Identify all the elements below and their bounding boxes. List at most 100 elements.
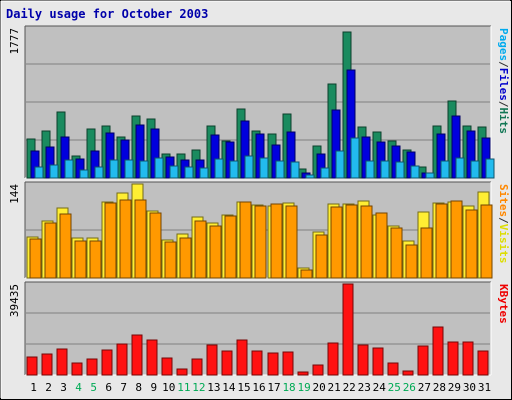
bar-sites-day-27 [420,227,433,279]
panel-visits_sites: 144 Sites/Visits [8,181,510,279]
x-tick-label: 16 [252,381,265,394]
bar-sites-day-8 [134,199,147,279]
bar-sites-day-10 [164,241,177,279]
bar-sites-day-9 [149,212,162,279]
series-kbytes [26,283,489,376]
bar-sites-day-31 [480,204,493,279]
bar-kbytes-day-10 [161,357,173,376]
x-axis-labels: 1 2 3 4 5 6 7 8 9 10 11 12 13 14 15 16 17 18 19 20 21 22 23 24 2… [30,381,491,394]
legend-label-part: Hits [497,108,510,135]
bar-sites-day-12 [194,220,207,279]
x-tick-label: 1 [30,381,37,394]
bar-sites-day-20 [315,234,328,279]
x-tick-label: 8 [135,381,142,394]
bar-sites-day-30 [465,209,478,279]
bar-kbytes-day-20 [312,364,324,376]
x-tick-label: 26 [403,381,416,394]
bar-pages-day-6 [109,159,119,179]
bar-kbytes-day-6 [101,349,113,376]
bar-pages-day-11 [184,166,194,179]
bar-pages-day-2 [49,164,59,179]
x-tick-label: 9 [150,381,157,394]
legend-label-part: Sites [497,184,510,217]
bar-kbytes-day-5 [86,358,98,376]
x-tick-label: 22 [343,381,356,394]
x-tick-label: 3 [60,381,67,394]
x-tick-label: 5 [90,381,97,394]
bar-kbytes-day-19 [297,371,309,376]
legend-label-part: Files [497,68,510,101]
legend-label-part: KBytes [497,284,510,324]
legend-label: Pages/Files/Hits [497,28,510,134]
legend-label: KBytes [497,284,510,324]
bar-pages-day-20 [320,167,330,179]
x-tick-label: 30 [463,381,476,394]
x-tick-label: 28 [433,381,446,394]
x-tick-label: 7 [120,381,127,394]
panel-hits_files_pages: 1777 Pages/Files/Hits [8,25,510,179]
bar-kbytes-day-21 [327,342,339,376]
x-tick-label: 23 [358,381,371,394]
bar-sites-day-29 [450,200,463,279]
bar-pages-day-13 [214,158,224,179]
bar-sites-day-3 [59,213,72,279]
bar-pages-day-18 [290,161,300,179]
bar-kbytes-day-11 [176,368,188,376]
bar-sites-day-18 [285,205,298,279]
bar-pages-day-10 [169,165,179,179]
bar-pages-day-22 [350,137,360,179]
bar-kbytes-day-1 [26,356,38,376]
bar-pages-day-21 [335,150,345,179]
x-tick-label: 20 [313,381,326,394]
bar-kbytes-day-13 [206,344,218,376]
bar-kbytes-day-18 [282,351,294,376]
bar-sites-day-6 [104,202,117,279]
bar-pages-day-14 [229,160,239,179]
y-max-label: 39435 [8,284,21,317]
bar-sites-day-23 [360,205,373,279]
x-tick-label: 29 [448,381,461,394]
bar-sites-day-5 [89,240,102,279]
bar-kbytes-day-22 [342,283,354,376]
x-tick-label: 15 [237,381,250,394]
bar-kbytes-day-28 [432,326,444,376]
bar-kbytes-day-2 [41,353,53,376]
bar-sites-day-16 [254,205,267,279]
bar-kbytes-day-14 [221,350,233,376]
bar-kbytes-day-26 [402,370,414,376]
bar-kbytes-day-17 [267,352,279,376]
panel-kbytes: 39435 KBytes [8,281,510,376]
bar-pages-day-12 [199,167,209,179]
bar-pages-day-28 [440,160,450,179]
bar-pages-day-4 [79,169,89,179]
legend-label-part: / [497,61,510,68]
bar-pages-day-7 [124,159,134,179]
bar-kbytes-day-15 [236,339,248,376]
bar-kbytes-day-8 [131,334,143,376]
bar-pages-day-23 [365,160,375,179]
legend-label-part: / [497,217,510,224]
bar-pages-day-5 [94,166,104,179]
bar-kbytes-day-16 [251,350,263,376]
x-tick-label: 10 [162,381,175,394]
bar-sites-day-25 [390,227,403,279]
series-sites [29,199,493,279]
bar-pages-day-19 [305,174,315,179]
chart-title: Daily usage for October 2003 [6,7,208,21]
bar-pages-day-1 [34,166,44,179]
x-tick-label: 25 [388,381,401,394]
x-tick-label: 24 [373,381,387,394]
bar-kbytes-day-30 [462,341,474,376]
bar-pages-day-31 [485,158,495,179]
legend-label-part: Pages [497,28,510,61]
x-tick-label: 2 [45,381,52,394]
bar-sites-day-19 [300,269,313,279]
bar-sites-day-28 [435,203,448,279]
bar-pages-day-15 [244,155,254,179]
x-tick-label: 21 [328,381,341,394]
bar-kbytes-day-3 [56,348,68,376]
bar-sites-day-21 [330,206,343,279]
bar-sites-day-4 [74,240,87,279]
x-tick-label: 6 [105,381,112,394]
